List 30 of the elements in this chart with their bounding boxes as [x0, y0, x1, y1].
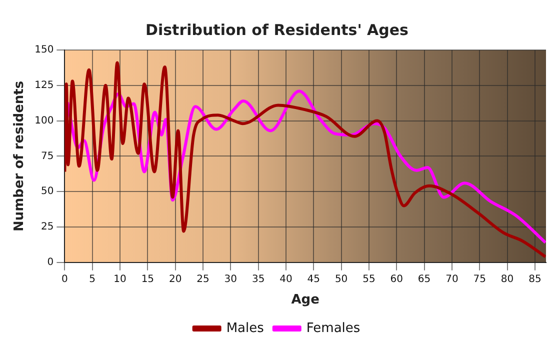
y-axis-title: Number of residents [12, 80, 28, 232]
legend-label: Females [306, 320, 360, 336]
y-tick-label: 100 [34, 115, 54, 126]
x-tick-label: 70 [446, 274, 458, 285]
y-tick-label: 0 [47, 256, 54, 268]
x-tick-label: 60 [390, 274, 403, 285]
y-tick-label: 75 [40, 150, 54, 162]
y-tick-label: 125 [34, 80, 54, 91]
x-tick-label: 30 [224, 274, 238, 285]
x-tick-label: 25 [196, 274, 210, 285]
x-tick-label: 45 [307, 274, 320, 285]
x-tick-label: 75 [473, 274, 486, 285]
x-tick-label: 10 [114, 274, 126, 285]
legend-label: Males [226, 320, 264, 336]
x-tick-label: 50 [334, 274, 348, 285]
x-tick-label: 85 [528, 274, 542, 285]
x-tick-label: 5 [89, 274, 96, 285]
x-tick-label: 40 [280, 274, 292, 285]
chart-title: Distribution of Residents' Ages [146, 20, 409, 39]
y-tick-label: 25 [40, 222, 54, 233]
x-tick-label: 55 [362, 274, 376, 285]
x-tick-label: 65 [418, 274, 431, 285]
y-tick-label: 50 [40, 186, 54, 198]
x-axis-title: Age [291, 292, 320, 308]
y-tick-label: 150 [34, 44, 54, 56]
x-tick-label: 20 [168, 274, 182, 285]
x-tick-label: 0 [62, 274, 68, 285]
x-tick-label: 15 [141, 274, 154, 285]
x-tick-label: 35 [252, 274, 265, 285]
x-tick-label: 80 [500, 274, 514, 285]
